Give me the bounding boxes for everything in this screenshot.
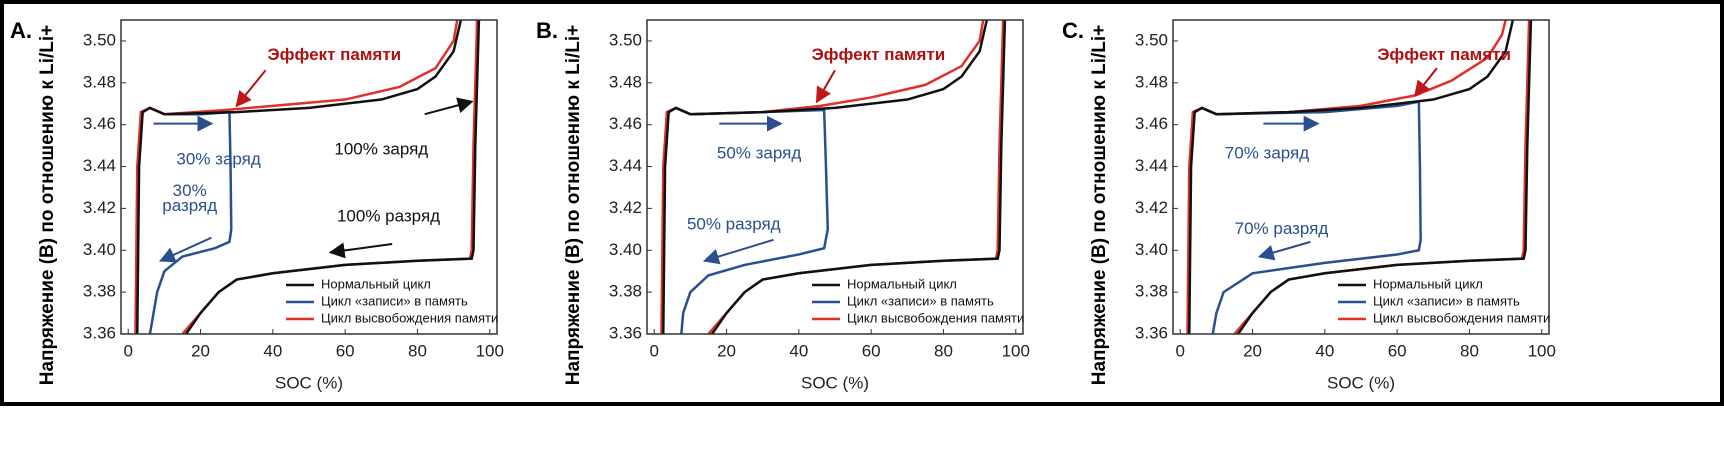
legend-label: Цикл «записи» в память xyxy=(1373,293,1520,308)
y-tick-label: 3.48 xyxy=(1135,72,1168,91)
x-tick-label: 20 xyxy=(1243,341,1262,360)
annotation: 100% разряд xyxy=(337,206,440,225)
legend-label: Нормальный цикл xyxy=(847,276,957,291)
y-tick-label: 3.46 xyxy=(1135,114,1168,133)
panel-label: B. xyxy=(536,18,558,43)
y-tick-label: 3.46 xyxy=(83,114,116,133)
annotation-arrow xyxy=(424,97,474,116)
legend-label: Цикл «записи» в память xyxy=(847,293,994,308)
x-tick-label: 20 xyxy=(717,341,736,360)
annotation-arrow xyxy=(328,242,393,259)
y-tick-label: 3.50 xyxy=(1135,30,1168,49)
annotation: Эффект памяти xyxy=(1377,45,1511,64)
y-tick-label: 3.50 xyxy=(609,30,642,49)
y-tick-label: 3.40 xyxy=(1135,240,1168,259)
annotation: 70% заряд xyxy=(1225,143,1309,162)
series-line xyxy=(136,19,481,335)
panel-label: A. xyxy=(10,18,32,43)
annotation: 50% разряд xyxy=(687,215,781,234)
x-tick-label: 60 xyxy=(1388,341,1407,360)
panel-label: C. xyxy=(1062,18,1084,43)
legend-label: Нормальный цикл xyxy=(321,276,431,291)
y-tick-label: 3.38 xyxy=(1135,282,1168,301)
series-line xyxy=(662,19,1007,335)
frame xyxy=(0,0,1724,406)
legend-label: Цикл «записи» в память xyxy=(321,293,468,308)
series-line xyxy=(1211,100,1422,335)
x-tick-label: 60 xyxy=(336,341,355,360)
annotation-arrow xyxy=(235,69,267,108)
y-tick-label: 3.44 xyxy=(609,156,642,175)
x-tick-label: 40 xyxy=(789,341,808,360)
annotation-arrow xyxy=(1257,240,1311,261)
x-tick-label: 80 xyxy=(934,341,953,360)
x-tick-label: 40 xyxy=(1315,341,1334,360)
annotation: 70% разряд xyxy=(1235,219,1329,238)
annotation-arrow xyxy=(1413,67,1438,97)
legend-label: Цикл высвобождения памяти xyxy=(321,310,498,325)
x-axis-label: SOC (%) xyxy=(801,373,869,392)
series-line xyxy=(1188,19,1533,335)
annotation-arrow xyxy=(158,236,212,263)
y-tick-label: 3.42 xyxy=(1135,198,1168,217)
y-axis-label: Напряжение (В) по отношению к Li/Li+ xyxy=(1089,25,1110,386)
annotation: разряд xyxy=(162,196,217,215)
x-axis-label: SOC (%) xyxy=(1327,373,1395,392)
annotation: Эффект памяти xyxy=(812,45,946,64)
y-tick-label: 3.42 xyxy=(83,198,116,217)
y-tick-label: 3.46 xyxy=(609,114,642,133)
y-tick-label: 3.44 xyxy=(83,156,116,175)
annotation: 30% заряд xyxy=(176,150,260,169)
y-tick-label: 3.36 xyxy=(1135,323,1168,342)
y-axis-label: Напряжение (В) по отношению к Li/Li+ xyxy=(563,25,584,386)
y-tick-label: 3.38 xyxy=(83,282,116,301)
x-tick-label: 20 xyxy=(191,341,210,360)
y-tick-label: 3.48 xyxy=(83,72,116,91)
annotation-arrow xyxy=(702,238,774,265)
annotation: 50% заряд xyxy=(717,143,801,162)
y-tick-label: 3.44 xyxy=(1135,156,1168,175)
annotation: 100% заряд xyxy=(334,139,428,158)
annotation-arrow xyxy=(815,69,836,104)
y-tick-label: 3.42 xyxy=(609,198,642,217)
x-tick-label: 60 xyxy=(862,341,881,360)
series-line xyxy=(148,110,233,335)
y-tick-label: 3.40 xyxy=(609,240,642,259)
x-tick-label: 80 xyxy=(1460,341,1479,360)
legend-label: Нормальный цикл xyxy=(1373,276,1483,291)
plot-frame xyxy=(120,19,498,335)
y-tick-label: 3.40 xyxy=(83,240,116,259)
annotation: Эффект памяти xyxy=(267,45,401,64)
x-tick-label: 100 xyxy=(1528,341,1556,360)
x-tick-label: 0 xyxy=(1175,341,1184,360)
y-tick-label: 3.36 xyxy=(609,323,642,342)
x-tick-label: 0 xyxy=(123,341,132,360)
plot-frame xyxy=(1172,19,1550,335)
plot-frame xyxy=(646,19,1024,335)
annotation: 30% xyxy=(173,181,207,200)
y-axis-label: Напряжение (В) по отношению к Li/Li+ xyxy=(37,25,58,386)
y-tick-label: 3.48 xyxy=(609,72,642,91)
x-tick-label: 40 xyxy=(263,341,282,360)
y-tick-label: 3.38 xyxy=(609,282,642,301)
x-tick-label: 100 xyxy=(476,341,504,360)
x-tick-label: 0 xyxy=(649,341,658,360)
x-tick-label: 100 xyxy=(1002,341,1030,360)
y-tick-label: 3.50 xyxy=(83,30,116,49)
y-tick-label: 3.36 xyxy=(83,323,116,342)
x-axis-label: SOC (%) xyxy=(275,373,343,392)
legend-label: Цикл высвобождения памяти xyxy=(1373,310,1550,325)
x-tick-label: 80 xyxy=(408,341,427,360)
legend-label: Цикл высвобождения памяти xyxy=(847,310,1024,325)
